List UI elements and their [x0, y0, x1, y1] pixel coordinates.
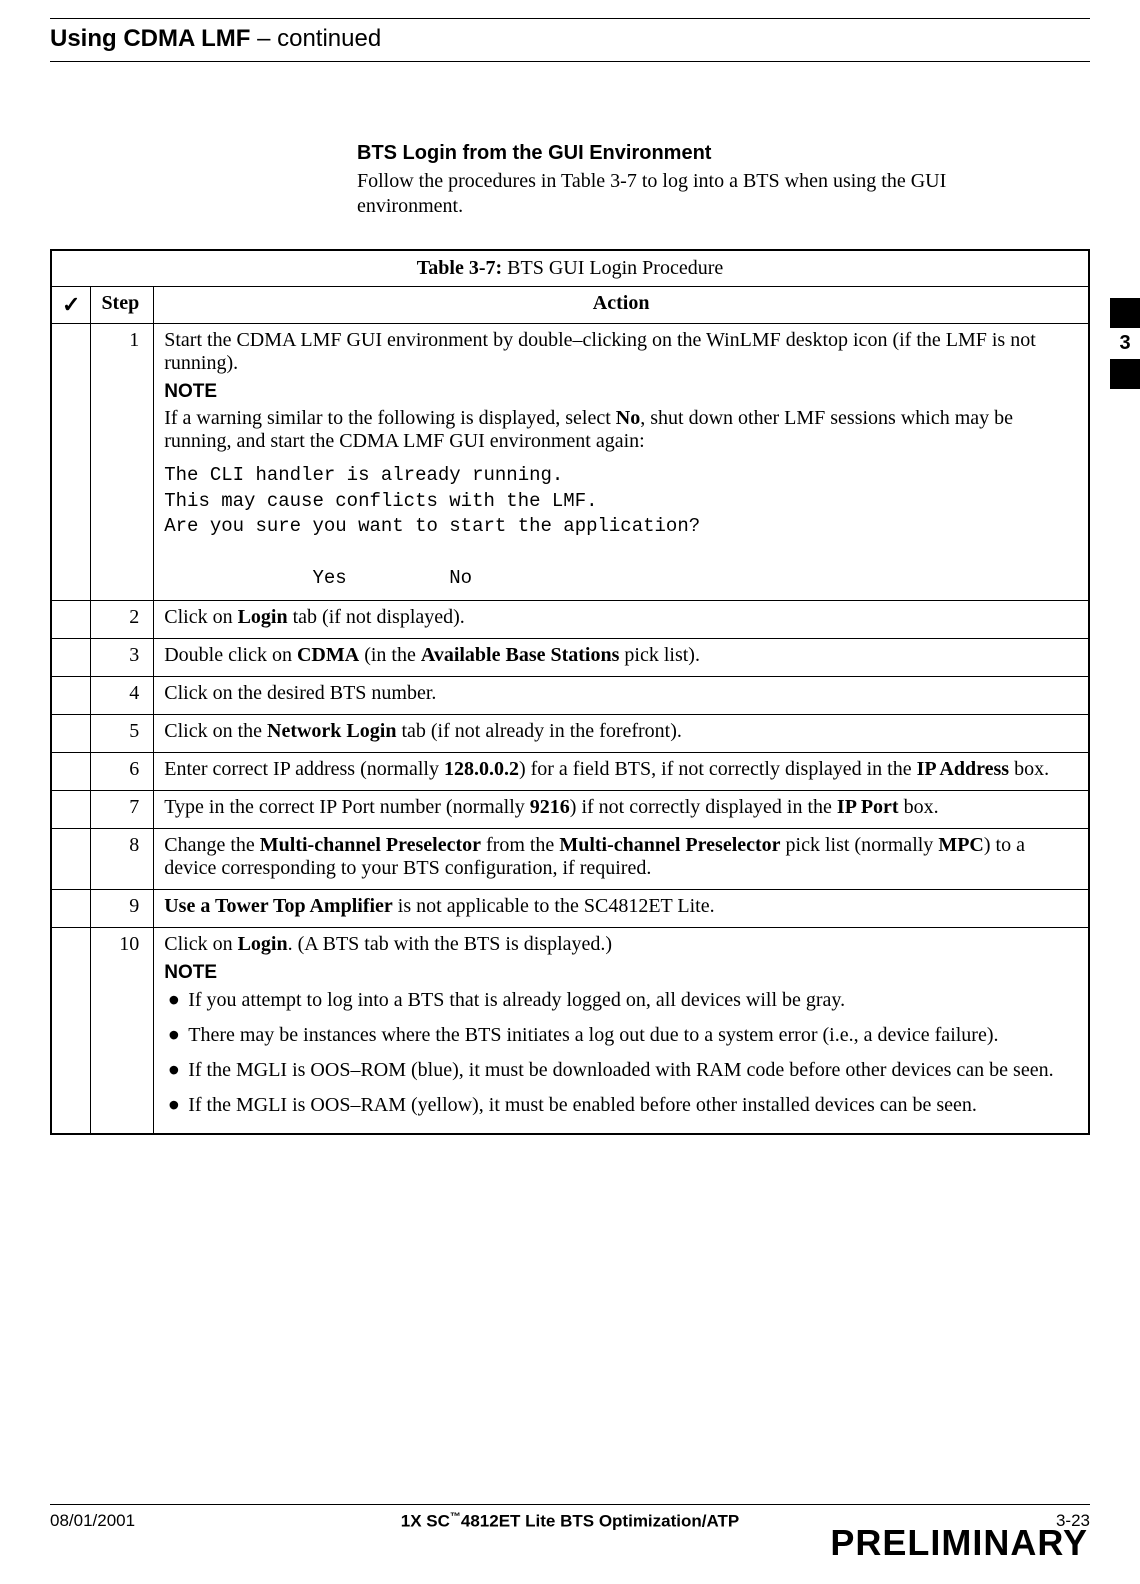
step-cell: 4 — [91, 677, 154, 715]
action-cell: Start the CDMA LMF GUI environment by do… — [154, 324, 1089, 601]
col-action: Action — [154, 287, 1089, 324]
action-cell: Click on Login tab (if not displayed). — [154, 601, 1089, 639]
table-row: 9Use a Tower Top Amplifier is not applic… — [51, 890, 1089, 928]
table-row: 1Start the CDMA LMF GUI environment by d… — [51, 324, 1089, 601]
table-row: 4Click on the desired BTS number. — [51, 677, 1089, 715]
table-caption: Table 3-7: BTS GUI Login Procedure — [51, 250, 1089, 287]
action-cell: Use a Tower Top Amplifier is not applica… — [154, 890, 1089, 928]
step-cell: 10 — [91, 928, 154, 1135]
note-bullet: If you attempt to log into a BTS that is… — [164, 988, 1078, 1013]
header-title-rest: – continued — [250, 25, 381, 52]
action-cell: Type in the correct IP Port number (norm… — [154, 791, 1089, 829]
footer-date: 08/01/2001 — [50, 1511, 200, 1531]
page-header: Using CDMA LMF – continued — [50, 19, 1090, 53]
action-cell: Change the Multi-channel Preselector fro… — [154, 829, 1089, 890]
check-cell — [51, 677, 91, 715]
check-cell — [51, 890, 91, 928]
table-row: 10Click on Login. (A BTS tab with the BT… — [51, 928, 1089, 1135]
procedure-table: Table 3-7: BTS GUI Login Procedure ✓ Ste… — [50, 249, 1090, 1135]
tab-block — [1110, 298, 1140, 328]
action-cell: Click on the desired BTS number. — [154, 677, 1089, 715]
table-row: 8Change the Multi-channel Preselector fr… — [51, 829, 1089, 890]
check-cell — [51, 639, 91, 677]
check-cell — [51, 753, 91, 791]
chapter-tab: 3 — [1110, 298, 1140, 389]
tab-block — [1110, 359, 1140, 389]
action-cell: Click on Login. (A BTS tab with the BTS … — [154, 928, 1089, 1135]
col-step: Step — [91, 287, 154, 324]
note-bullet: If the MGLI is OOS–ROM (blue), it must b… — [164, 1058, 1078, 1083]
step-cell: 2 — [91, 601, 154, 639]
step-cell: 9 — [91, 890, 154, 928]
tab-number: 3 — [1110, 328, 1140, 359]
step-cell: 7 — [91, 791, 154, 829]
check-cell — [51, 324, 91, 601]
section-heading: BTS Login from the GUI Environment — [357, 142, 1010, 165]
table-row: 5Click on the Network Login tab (if not … — [51, 715, 1089, 753]
step-cell: 6 — [91, 753, 154, 791]
check-cell — [51, 601, 91, 639]
page-footer: 08/01/2001 1X SC™4812ET Lite BTS Optimiz… — [50, 1504, 1090, 1564]
step-cell: 3 — [91, 639, 154, 677]
step-cell: 5 — [91, 715, 154, 753]
note-bullet: If the MGLI is OOS–RAM (yellow), it must… — [164, 1093, 1078, 1118]
check-cell — [51, 829, 91, 890]
check-cell — [51, 928, 91, 1135]
col-check: ✓ — [51, 287, 91, 324]
header-title-bold: Using CDMA LMF — [50, 25, 250, 52]
note-bullet: There may be instances where the BTS ini… — [164, 1023, 1078, 1048]
action-cell: Enter correct IP address (normally 128.0… — [154, 753, 1089, 791]
check-cell — [51, 715, 91, 753]
section-paragraph: Follow the procedures in Table 3-7 to lo… — [357, 169, 1010, 219]
action-cell: Click on the Network Login tab (if not a… — [154, 715, 1089, 753]
table-row: 7Type in the correct IP Port number (nor… — [51, 791, 1089, 829]
table-row: 6Enter correct IP address (normally 128.… — [51, 753, 1089, 791]
footer-title: 1X SC™4812ET Lite BTS Optimization/ATP — [200, 1511, 940, 1532]
step-cell: 1 — [91, 324, 154, 601]
table-row: 3Double click on CDMA (in the Available … — [51, 639, 1089, 677]
check-cell — [51, 791, 91, 829]
action-cell: Double click on CDMA (in the Available B… — [154, 639, 1089, 677]
step-cell: 8 — [91, 829, 154, 890]
table-row: 2Click on Login tab (if not displayed). — [51, 601, 1089, 639]
